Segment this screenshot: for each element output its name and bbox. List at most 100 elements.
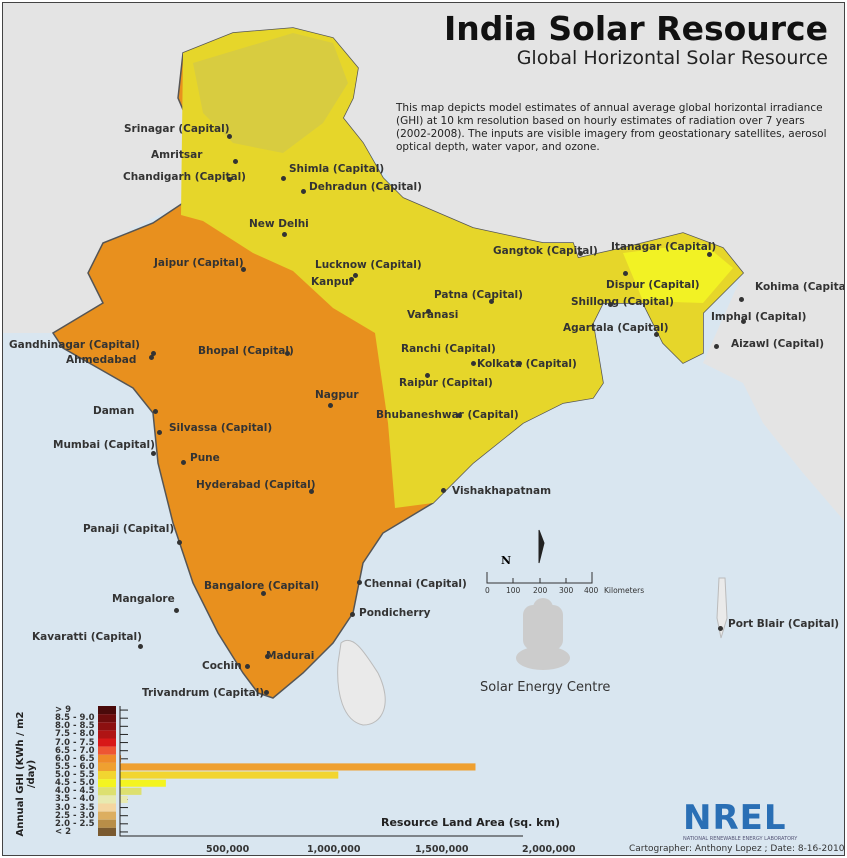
city-label: Cochin [202,660,242,672]
city-dot [578,251,583,256]
x-tick: 500,000 [206,844,250,855]
page-subtitle: Global Horizontal Solar Resource [516,47,828,69]
city-label: Madurai [266,650,315,662]
city-dot [177,540,182,545]
legend-label: 7.5 - 8.0 [55,729,95,740]
city-dot [357,580,362,585]
city-dot [425,373,430,378]
city-dot [714,344,719,349]
solar-energy-centre-label: Solar Energy Centre [480,680,611,695]
city-label: Patna (Capital) [434,289,523,301]
x-tick: 1,000,000 [307,844,361,855]
scale-tick: 200 [533,586,548,595]
scale-tick: 400 [584,586,599,595]
map-canvas [3,3,844,837]
legend-swatches [98,706,128,836]
land-area-bar [120,763,476,771]
north-arrow-icon [538,529,545,564]
city-dot [654,332,659,337]
legend-label: 8.5 - 9.0 [55,713,95,724]
northeast-bright-region [623,243,733,303]
city-label: Shimla (Capital) [289,163,385,175]
legend-label: 4.0 - 4.5 [55,786,95,797]
city-label: Kanpur [311,276,354,288]
city-dot [151,451,156,456]
legend-swatch [98,811,116,820]
city-dot [739,297,744,302]
city-label: Dehradun (Capital) [309,181,422,193]
chart-x-label: Resource Land Area (sq. km) [381,816,560,829]
legend-label: 3.0 - 3.5 [55,802,95,813]
andaman-islands [716,577,728,639]
city-dot [489,299,494,304]
city-dot [457,413,462,418]
legend-label: < 2 [55,826,71,837]
map-description: This map depicts model estimates of annu… [396,102,827,153]
city-label: Hyderabad (Capital) [196,479,316,491]
legend-label: 6.0 - 6.5 [55,753,95,764]
city-label: Kohima (Capital) [755,281,845,293]
city-dot [265,654,270,659]
cartographer-credit: Cartographer: Anthony Lopez ; Date: 8-16… [629,844,845,854]
city-label: Ahmedabad [66,354,137,366]
city-dot [517,361,522,366]
land-area-bar [120,795,128,803]
city-dot [349,277,354,282]
city-label: Silvassa (Capital) [169,422,273,434]
legend-swatch [98,787,116,796]
city-dot [233,159,238,164]
city-label: Srinagar (Capital) [124,123,230,135]
land-area-bar [120,779,166,787]
land-area-bar [120,787,142,795]
city-label: Chennai (Capital) [364,578,467,590]
city-label: Bangalore (Capital) [204,580,320,592]
legend-label: > 9 [55,705,71,715]
city-dot [245,664,250,669]
chart-y-label: Annual GHI (KWh / m2 /day) [15,711,37,837]
city-label: Lucknow (Capital) [315,259,422,271]
city-dot [151,351,156,356]
city-label: Mangalore [112,593,175,605]
city-label: Chandigarh (Capital) [123,171,246,183]
city-dot [153,409,158,414]
page-title: India Solar Resource [443,9,828,48]
legend-label: 4.5 - 5.0 [55,778,95,789]
city-label: Raipur (Capital) [399,377,493,389]
nrel-logo: NREL [683,798,787,838]
city-label: Nagpur [315,389,359,401]
city-dot [301,189,306,194]
north-label: N [501,554,512,567]
city-dot [282,232,287,237]
city-dot [426,309,431,314]
city-dot [350,612,355,617]
city-label: Bhubaneshwar (Capital) [376,409,519,421]
city-label: New Delhi [249,218,309,230]
scale-unit: Kilometers [604,586,645,595]
city-label: Dispur (Capital) [606,279,700,291]
land-area-bar [120,755,122,763]
city-label: Pune [190,452,220,464]
city-dot [309,489,314,494]
city-dot [149,355,154,360]
scale-bar [486,572,593,584]
city-dot [227,134,232,139]
legend-label: 3.5 - 4.0 [55,794,95,805]
city-dot [608,302,613,307]
scale-tick: 300 [559,586,574,595]
city-label: Agartala (Capital) [563,322,669,334]
legend-swatch [98,779,116,788]
legend-swatch [98,795,116,804]
city-label: Kavaratti (Capital) [32,631,142,643]
city-dot [138,644,143,649]
city-dot [623,271,628,276]
city-dot [261,591,266,596]
city-label: Aizawl (Capital) [731,338,825,350]
nrel-full-name: NATIONAL RENEWABLE ENERGY LABORATORY [683,836,798,842]
legend-label: 6.5 - 7.0 [55,745,95,756]
legend-swatch [98,714,116,723]
legend-label: 2.0 - 2.5 [55,818,95,829]
land-area-bar [120,771,339,779]
sri-lanka [337,640,386,726]
city-label: Gandhinagar (Capital) [9,339,140,351]
